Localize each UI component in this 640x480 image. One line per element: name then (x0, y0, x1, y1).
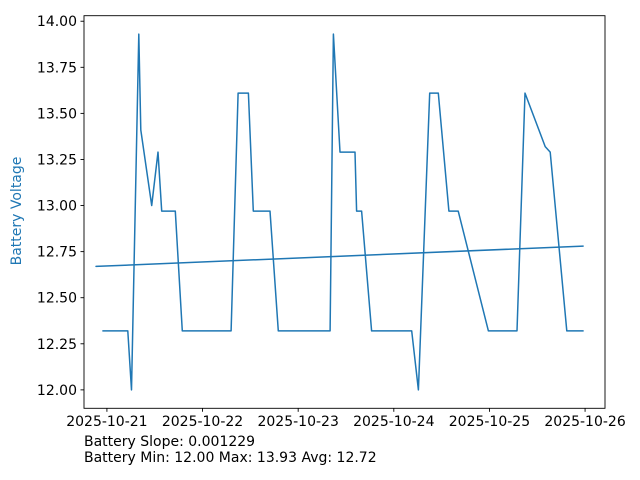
annotation-slope: Battery Slope: 0.001229 (84, 434, 256, 450)
y-tick-label: 14.00 (37, 14, 77, 30)
series-battery-voltage (102, 33, 584, 391)
x-tick-label: 2025-10-25 (449, 414, 530, 430)
y-tick-label: 12.00 (37, 383, 77, 399)
x-tick-label: 2025-10-23 (257, 414, 338, 430)
y-axis-label: Battery Voltage (9, 156, 25, 266)
x-tick-label: 2025-10-26 (544, 414, 625, 430)
y-tick-label: 12.75 (37, 245, 77, 261)
plot-spines (83, 15, 606, 409)
x-tick-label: 2025-10-21 (66, 414, 147, 430)
y-tick-label: 13.50 (37, 106, 77, 122)
y-tick-label: 12.25 (37, 337, 77, 353)
annotation-min-max-avg: Battery Min: 12.00 Max: 13.93 Avg: 12.72 (84, 450, 377, 466)
x-tick-label: 2025-10-24 (353, 414, 434, 430)
y-tick-label: 12.50 (37, 291, 77, 307)
y-tick-label: 13.25 (37, 152, 77, 168)
annotation-block: Battery Slope: 0.001229 Battery Min: 12.… (84, 434, 377, 466)
x-tick-label: 2025-10-22 (162, 414, 243, 430)
y-tick-label: 13.75 (37, 60, 77, 76)
y-tick-label: 13.00 (37, 199, 77, 215)
series-trend-line (95, 245, 584, 268)
